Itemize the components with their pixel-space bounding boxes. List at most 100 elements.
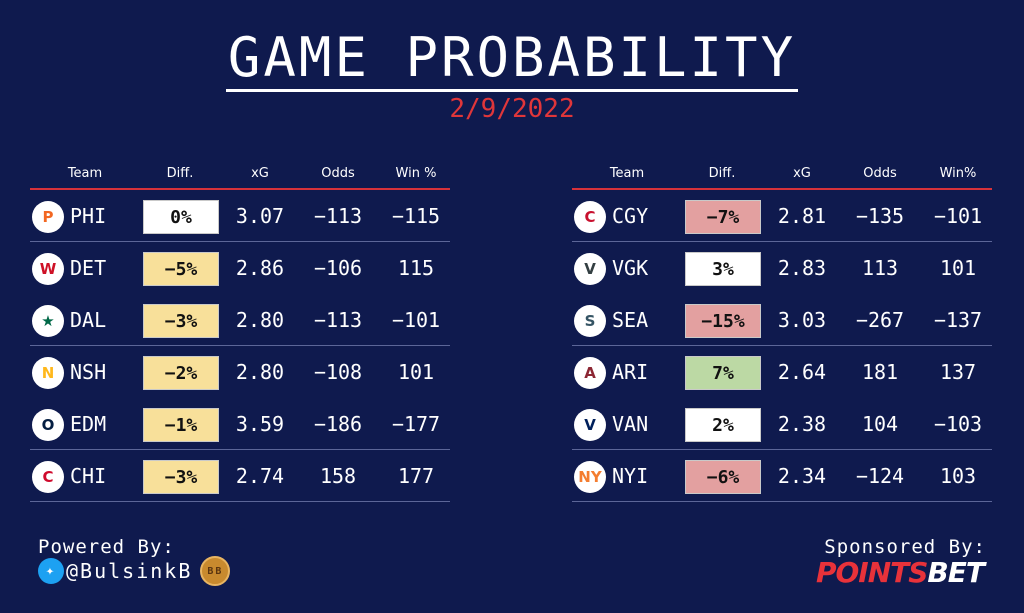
table-row: O EDM −1% 3.59 −186 −177: [30, 398, 450, 450]
win-value: 177: [397, 464, 435, 488]
header-win: Win%: [939, 166, 977, 181]
team-abbr: PHI: [70, 204, 107, 228]
odds-value: 113: [861, 256, 899, 280]
odds-value: −113: [313, 204, 363, 228]
canucks-logo-icon: V: [574, 409, 606, 441]
win-value: −177: [391, 412, 441, 436]
table-header: Team Diff. xG Odds Win %: [30, 160, 450, 190]
header-diff: Diff.: [708, 166, 736, 181]
header-diff: Diff.: [166, 166, 194, 181]
diff-badge: 7%: [685, 356, 761, 390]
diff-badge: −1%: [143, 408, 219, 442]
odds-value: 104: [861, 412, 899, 436]
red-wings-logo-icon: W: [32, 253, 64, 285]
diff-badge: −7%: [685, 200, 761, 234]
xg-value: 3.59: [235, 412, 285, 436]
diff-badge: 0%: [143, 200, 219, 234]
xg-value: 2.80: [235, 308, 285, 332]
diff-badge: −3%: [143, 304, 219, 338]
team-abbr: NYI: [612, 464, 649, 488]
table-row: W DET −5% 2.86 −106 115: [30, 242, 450, 294]
flames-logo-icon: C: [574, 201, 606, 233]
kraken-logo-icon: S: [574, 305, 606, 337]
diff-badge: 3%: [685, 252, 761, 286]
page-title-text: GAME PROBABILITY: [225, 26, 799, 92]
team-abbr: NSH: [70, 360, 107, 384]
table-row: C CGY −7% 2.81 −135 −101: [572, 190, 992, 242]
table-row: ★ DAL −3% 2.80 −113 −101: [30, 294, 450, 346]
team-abbr: DAL: [70, 308, 107, 332]
table-row: NY NYI −6% 2.34 −124 103: [572, 450, 992, 502]
header-team: Team: [609, 166, 645, 181]
odds-value: 158: [319, 464, 357, 488]
odds-value: −186: [313, 412, 363, 436]
golden-knights-logo-icon: V: [574, 253, 606, 285]
pointsbet-logo-part1: POINTS: [815, 556, 928, 589]
oilers-logo-icon: O: [32, 409, 64, 441]
header-win: Win %: [395, 166, 437, 181]
diff-badge: −15%: [685, 304, 761, 338]
table-row: S SEA −15% 3.03 −267 −137: [572, 294, 992, 346]
table-row: V VGK 3% 2.83 113 101: [572, 242, 992, 294]
table-row: V VAN 2% 2.38 104 −103: [572, 398, 992, 450]
win-value: −101: [391, 308, 441, 332]
team-abbr: EDM: [70, 412, 107, 436]
game-date: 2/9/2022: [449, 94, 575, 124]
blackhawks-logo-icon: C: [32, 461, 64, 493]
twitter-credit[interactable]: ✦ @BulsinkB BB: [38, 556, 231, 586]
xg-value: 2.86: [235, 256, 285, 280]
header-odds: Odds: [863, 166, 897, 181]
coyotes-logo-icon: A: [574, 357, 606, 389]
diff-badge: −3%: [143, 460, 219, 494]
page-title: GAME PROBABILITY: [0, 26, 1024, 92]
twitter-handle[interactable]: @BulsinkB: [66, 559, 193, 583]
team-abbr: SEA: [612, 308, 649, 332]
twitter-icon: ✦: [38, 558, 64, 584]
islanders-logo-icon: NY: [574, 461, 606, 493]
xg-value: 2.74: [235, 464, 285, 488]
table-body: P PHI 0% 3.07 −113 −115 W DET −5% 2.86 −106 115 ★ DAL…: [30, 190, 450, 502]
odds-value: −108: [313, 360, 363, 384]
header-team: Team: [67, 166, 103, 181]
table-body: C CGY −7% 2.81 −135 −101 V VGK 3% 2.83 113 101 S SEA −…: [572, 190, 992, 502]
win-value: −137: [933, 308, 983, 332]
team-abbr: ARI: [612, 360, 649, 384]
odds-value: 181: [861, 360, 899, 384]
xg-value: 2.34: [777, 464, 827, 488]
table-row: P PHI 0% 3.07 −113 −115: [30, 190, 450, 242]
odds-value: −267: [855, 308, 905, 332]
flyers-logo-icon: P: [32, 201, 64, 233]
xg-value: 2.38: [777, 412, 827, 436]
diff-badge: 2%: [685, 408, 761, 442]
pointsbet-logo[interactable]: POINTSBET: [815, 556, 985, 589]
xg-value: 3.07: [235, 204, 285, 228]
xg-value: 2.64: [777, 360, 827, 384]
xg-value: 2.83: [777, 256, 827, 280]
table-row: N NSH −2% 2.80 −108 101: [30, 346, 450, 398]
diff-badge: −5%: [143, 252, 219, 286]
table-row: C CHI −3% 2.74 158 177: [30, 450, 450, 502]
win-value: 101: [397, 360, 435, 384]
header-odds: Odds: [321, 166, 355, 181]
odds-value: −113: [313, 308, 363, 332]
xg-value: 2.80: [235, 360, 285, 384]
diff-badge: −2%: [143, 356, 219, 390]
diff-badge: −6%: [685, 460, 761, 494]
win-value: 103: [939, 464, 977, 488]
odds-value: −135: [855, 204, 905, 228]
win-value: 101: [939, 256, 977, 280]
odds-value: −106: [313, 256, 363, 280]
sponsored-by-label: Sponsored By:: [824, 536, 986, 558]
team-abbr: VGK: [612, 256, 649, 280]
team-abbr: VAN: [612, 412, 649, 436]
table-row: A ARI 7% 2.64 181 137: [572, 346, 992, 398]
team-abbr: CGY: [612, 204, 649, 228]
win-value: −101: [933, 204, 983, 228]
xg-value: 3.03: [777, 308, 827, 332]
games-table-left: Team Diff. xG Odds Win % P PHI 0% 3.07 −113 −…: [30, 160, 450, 502]
odds-value: −124: [855, 464, 905, 488]
powered-by-label: Powered By:: [38, 536, 175, 558]
win-value: −103: [933, 412, 983, 436]
team-abbr: CHI: [70, 464, 107, 488]
games-table-right: Team Diff. xG Odds Win% C CGY −7% 2.81 −135 −…: [572, 160, 992, 502]
